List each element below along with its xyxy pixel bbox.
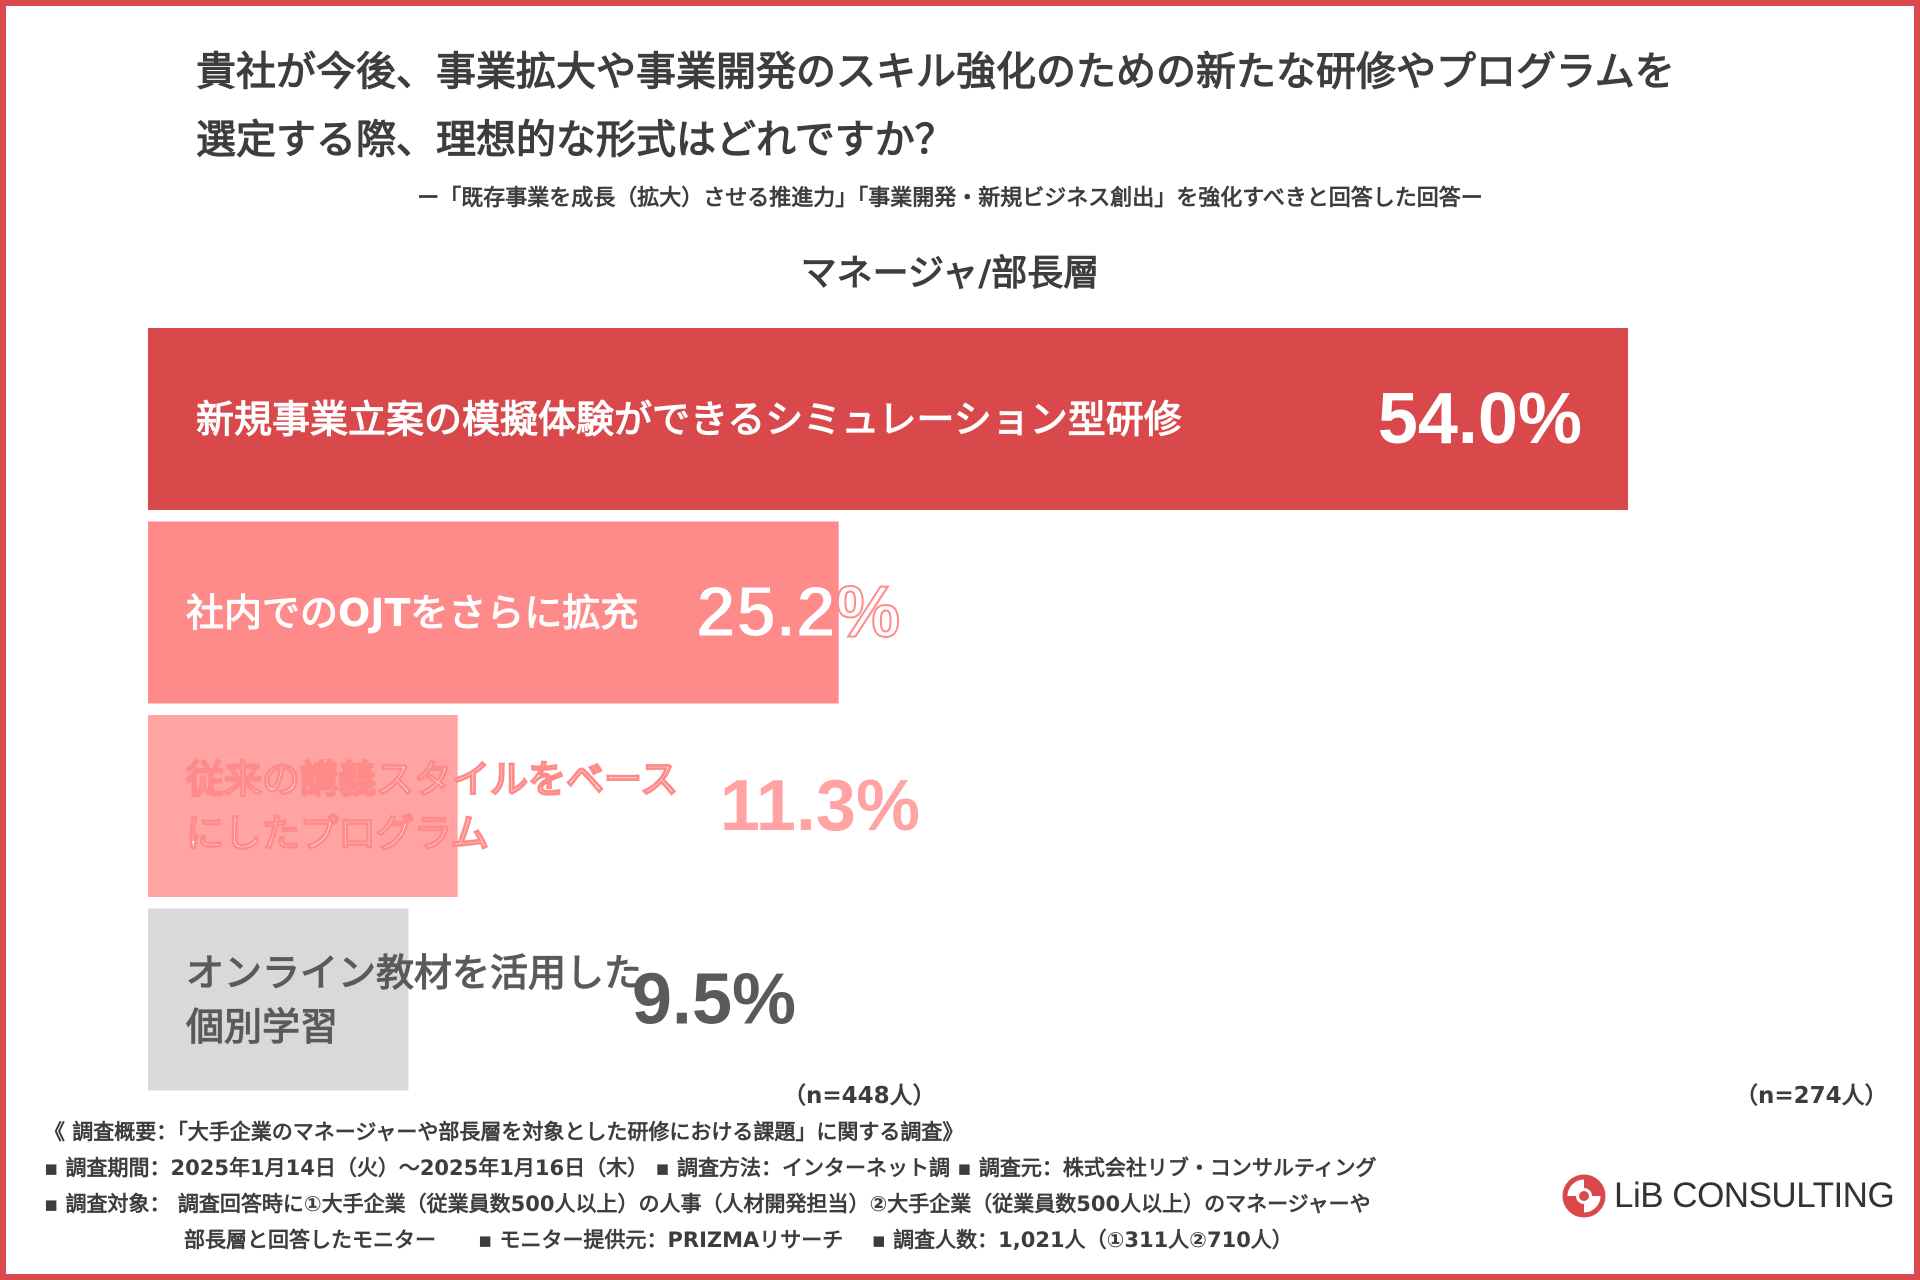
chart-title: 貴社が今後、事業拡大や事業開発のスキル強化のための新たな研修やプログラムを 選定…: [196, 38, 1756, 174]
logo-text: LiB CONSULTING: [1614, 1176, 1895, 1215]
value-label-4: 9.5%: [632, 960, 796, 1040]
value-label-3: 11.3%: [720, 766, 920, 846]
bar-2: [148, 521, 839, 704]
survey-footer: 《 調査概要：「大手企業のマネージャーや部長層を対象とした研修における課題」に関…: [44, 1114, 1544, 1258]
sample-size-right: （n=274人）: [1735, 1083, 1888, 1109]
footer-line-2: ▪ 調査期間：2025年1月14日（火）～2025年1月16日（木） ▪ 調査方…: [44, 1156, 1377, 1180]
company-logo: LiB CONSULTING: [1562, 1174, 1895, 1218]
title-line-1: 貴社が今後、事業拡大や事業開発のスキル強化のための新たな研修やプログラムを: [196, 49, 1675, 95]
bar-4: [148, 908, 409, 1091]
bar-3: [148, 715, 458, 897]
value-label-1: 54.0%: [1378, 379, 1582, 459]
sample-size-left: （n=448人）: [783, 1083, 936, 1109]
category-label-4-line-2: 個別学習: [185, 1005, 338, 1049]
category-label-2: 社内でのOJTをさらに拡充: [186, 591, 638, 635]
value-label-2: 25.2%: [696, 573, 900, 653]
category-label-3-line-2: にしたプログラム: [186, 811, 489, 855]
logo-swirl-icon: [1562, 1174, 1606, 1218]
category-label-4-line-1: オンライン教材を活用した: [186, 951, 642, 995]
section-label: マネージャ/部長層: [800, 253, 1100, 294]
footer-line-3: ▪ 調査対象： 調査回答時に①大手企業（従業員数500人以上）の人事（人材開発担…: [44, 1192, 1371, 1216]
chart-subtitle: ー「既存事業を成長（拡大）させる推進力」「事業開発・新規ビジネス創出」を強化すべ…: [417, 186, 1483, 211]
title-line-2: 選定する際、理想的な形式はどれですか？: [196, 117, 955, 163]
bar-chart: 新規事業立案の模擬体験ができるシミュレーション型研修 54.0% 社内でのOJTをさ…: [148, 328, 1628, 1091]
bar-1: [148, 328, 1628, 510]
footer-line-1: 《 調査概要：「大手企業のマネージャーや部長層を対象とした研修における課題」に関…: [44, 1120, 964, 1144]
category-label-3-line-1: 従来の講義スタイルをベース: [185, 757, 678, 801]
category-label-1: 新規事業立案の模擬体験ができるシミュレーション型研修: [196, 397, 1183, 441]
footer-line-4: 部長層と回答したモニター ▪ モニター提供元：PRIZMAリサーチ ▪ 調査人数…: [184, 1228, 1293, 1252]
